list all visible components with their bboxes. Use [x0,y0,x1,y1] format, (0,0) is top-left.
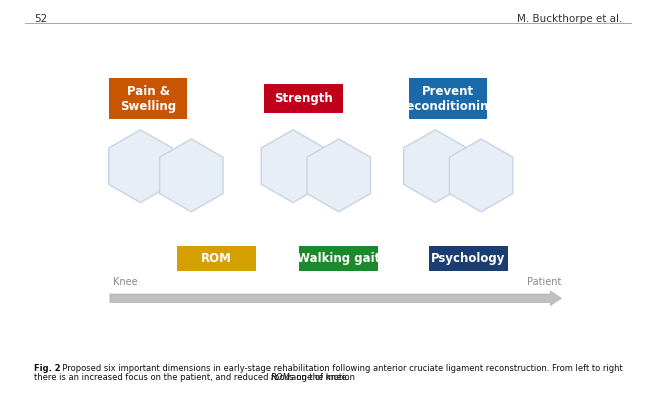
Polygon shape [307,139,371,212]
Polygon shape [449,139,513,212]
Text: Fig. 2: Fig. 2 [34,364,61,373]
Text: Patient: Patient [527,277,562,286]
Text: M. Buckthorpe et al.: M. Buckthorpe et al. [516,14,622,24]
Text: Strength: Strength [274,92,333,105]
FancyBboxPatch shape [109,78,188,119]
Polygon shape [159,139,223,212]
FancyArrow shape [110,291,562,306]
Text: Knee: Knee [113,277,137,286]
Text: range of motion: range of motion [285,373,356,383]
Text: Psychology: Psychology [431,252,506,265]
Polygon shape [261,130,325,203]
FancyBboxPatch shape [409,78,487,119]
Text: Walking gait: Walking gait [297,252,380,265]
FancyBboxPatch shape [264,84,342,113]
Text: there is an increased focus on the patient, and reduced focus on the knee.: there is an increased focus on the patie… [34,373,352,383]
Text: 52: 52 [34,14,47,24]
Text: Pain &
Swelling: Pain & Swelling [120,85,176,113]
Text: Prevent
deconditioning: Prevent deconditioning [399,85,497,113]
FancyBboxPatch shape [177,246,256,271]
Text: Proposed six important dimensions in early-stage rehabilitation following anteri: Proposed six important dimensions in ear… [57,364,623,373]
Polygon shape [403,130,467,203]
FancyBboxPatch shape [299,246,378,271]
Text: ROM: ROM [272,373,291,383]
Text: ROM: ROM [201,252,232,265]
Polygon shape [109,130,172,203]
FancyBboxPatch shape [429,246,508,271]
